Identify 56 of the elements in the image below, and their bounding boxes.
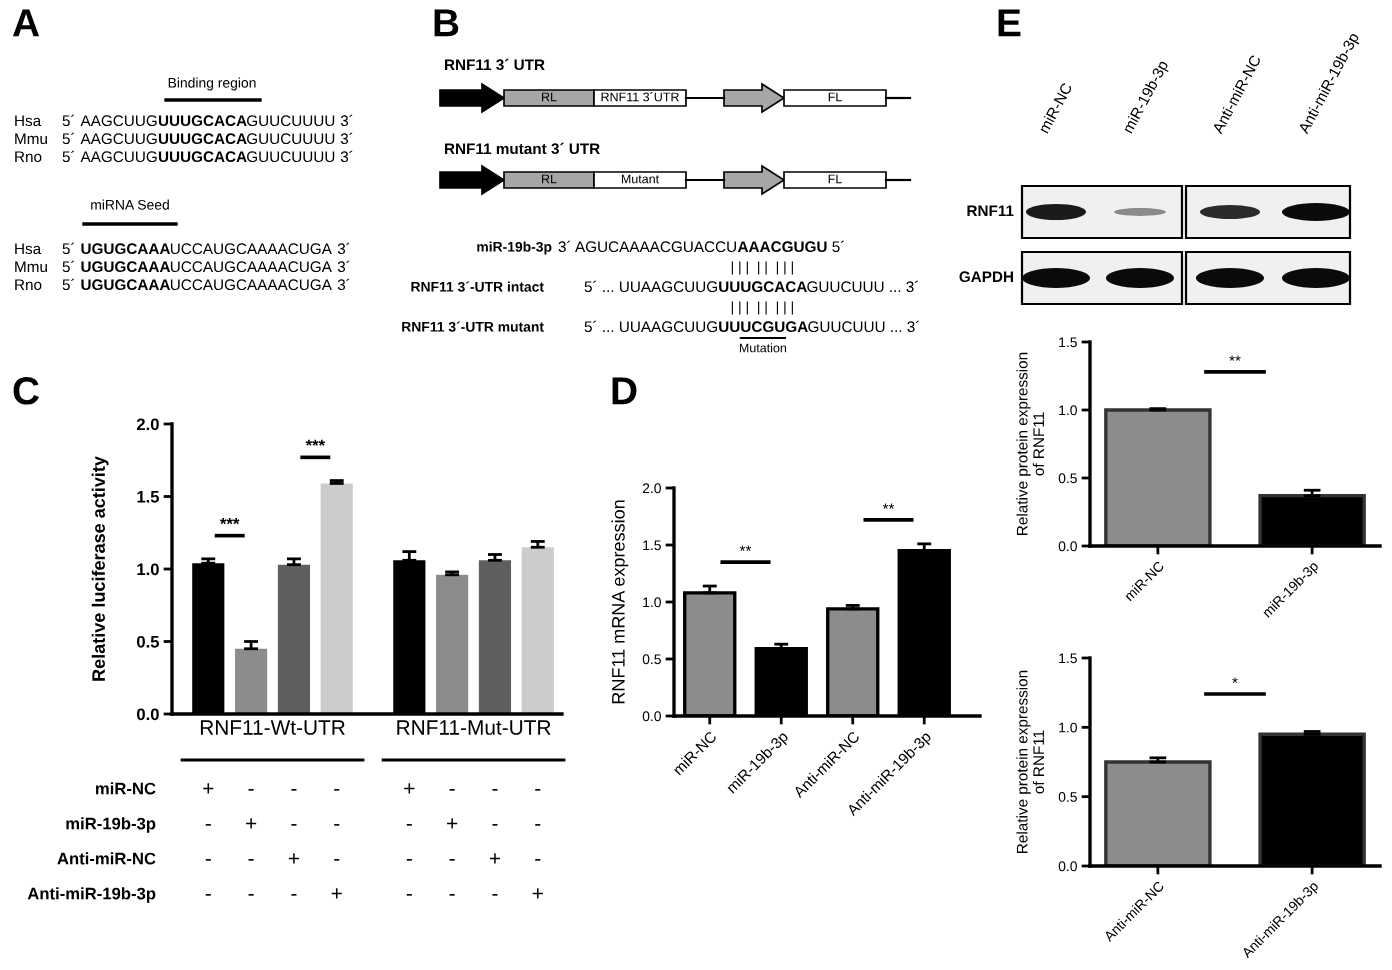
text: + [404, 783, 415, 794]
y-tick-label: 0.5 [136, 635, 160, 648]
text: - [205, 894, 211, 896]
text: Anti-miR-NC [57, 852, 156, 865]
text: - [406, 824, 412, 826]
text: + [532, 888, 543, 899]
text: + [489, 853, 501, 864]
annotation: *** [220, 517, 240, 525]
y-tick-label: 0.0 [136, 708, 159, 721]
x-tick-label: RNF11-Mut-UTR [397, 720, 551, 735]
text: - [406, 859, 412, 861]
text: + [447, 818, 458, 829]
text: + [288, 853, 299, 864]
text: + [331, 888, 342, 899]
chart-title: D [612, 377, 637, 405]
annotation: *** [305, 439, 326, 446]
text: - [291, 789, 297, 791]
text: - [334, 789, 340, 791]
text: - [291, 894, 297, 896]
text: - [535, 859, 541, 861]
bar [235, 648, 268, 714]
bar [436, 574, 469, 714]
text: - [248, 894, 254, 896]
bar [478, 560, 512, 714]
text: - [334, 859, 340, 861]
y-tick-label: 1.5 [137, 491, 160, 503]
text: A [12, 9, 40, 37]
text: miR-19b-3p [66, 817, 156, 833]
text: + [246, 818, 257, 829]
text: - [334, 824, 340, 826]
text: - [205, 859, 211, 861]
text: - [248, 859, 254, 861]
y-tick-label: 2.0 [136, 418, 159, 431]
text: B [434, 9, 459, 37]
bar [521, 547, 554, 714]
text: - [449, 894, 455, 896]
bar [277, 564, 311, 714]
text: - [535, 824, 541, 826]
text: + [203, 783, 214, 794]
text: - [449, 789, 455, 791]
bar [320, 483, 353, 714]
text: - [449, 859, 455, 861]
y-axis-title: RNF11 mRNA expression [611, 500, 629, 704]
text: - [492, 824, 498, 826]
x-tick-label: RNF11-Wt-UTR [200, 720, 345, 735]
text: - [248, 789, 254, 791]
text: - [291, 824, 297, 826]
text: - [492, 894, 498, 896]
text: E [998, 9, 1021, 37]
text: - [535, 789, 541, 791]
text: - [205, 824, 211, 826]
chart-title: C [13, 377, 40, 405]
text: - [492, 789, 498, 791]
y-axis-title: Relative luciferase activity [91, 456, 109, 681]
text: - [406, 894, 412, 896]
y-tick-label: 1.0 [137, 563, 159, 576]
